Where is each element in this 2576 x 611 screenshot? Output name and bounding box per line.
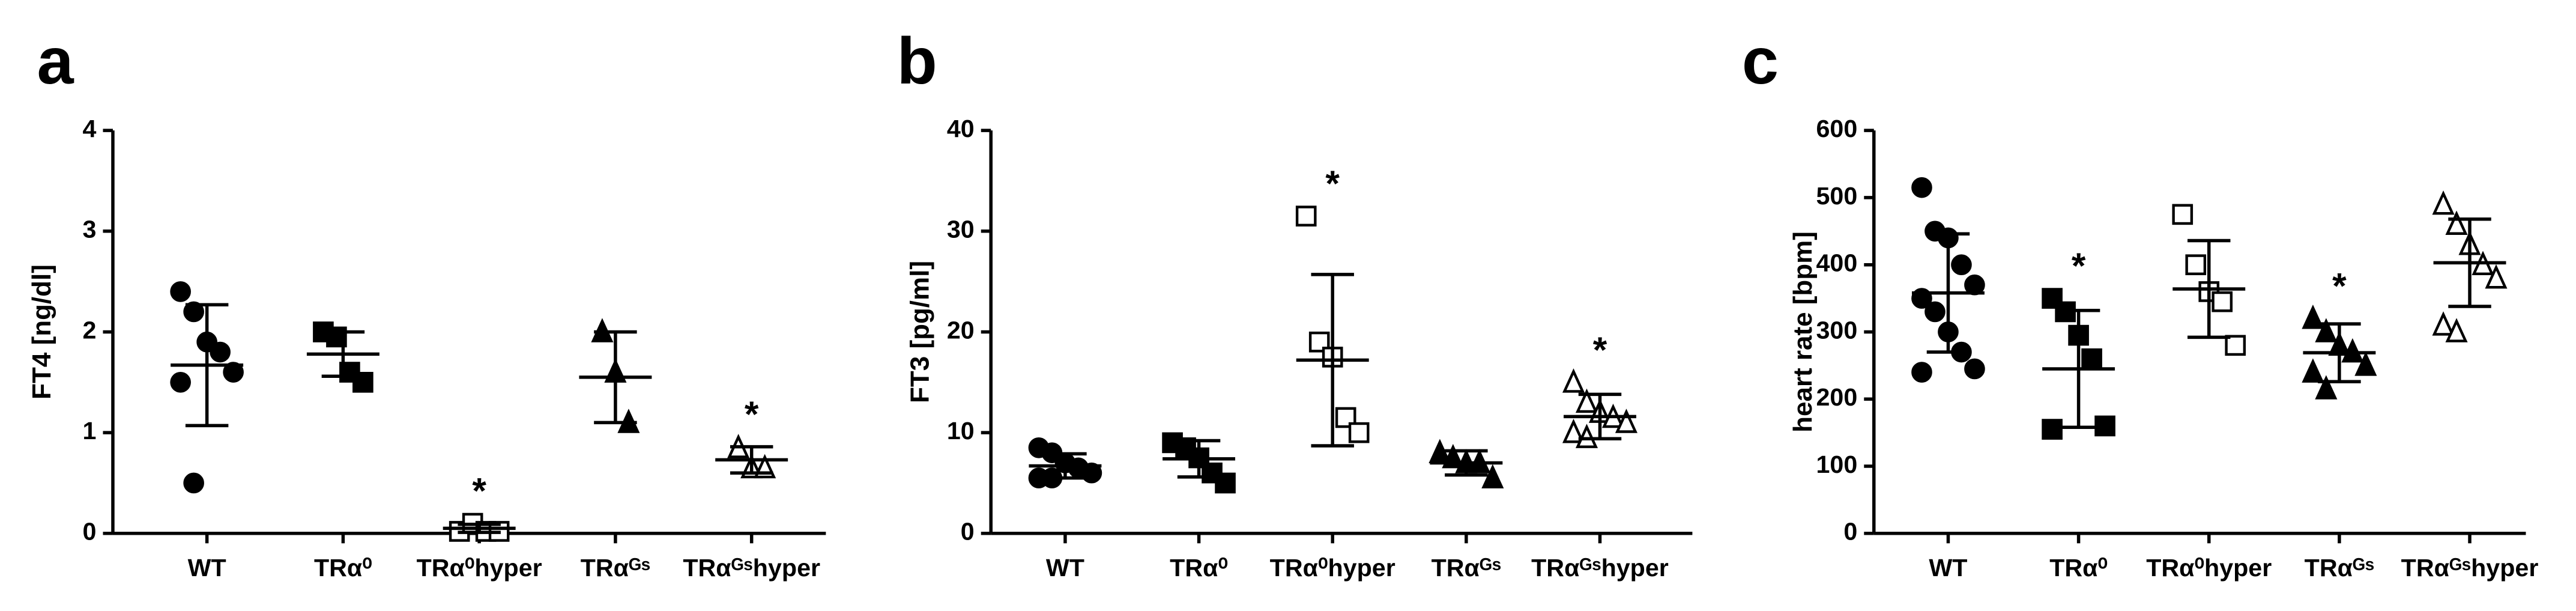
data-point [2302,358,2324,383]
significance-marker: * [2332,266,2347,306]
x-tick-label: TRαᴳˢ [2305,554,2374,582]
x-tick-label: TRα⁰hyper [2146,554,2272,582]
data-point [2302,304,2324,329]
data-point [2212,291,2233,312]
data-point [2445,318,2468,342]
data-point [2081,348,2102,369]
data-point [1911,362,1932,383]
y-tick-label: 100 [1816,451,1858,478]
data-point [1951,254,1972,276]
data-point [1911,177,1932,198]
data-point [170,371,191,393]
y-tick-label: 3 [83,216,97,243]
y-tick-label: 300 [1816,316,1858,344]
data-point [2485,264,2508,289]
y-tick-label: 30 [947,216,975,243]
x-tick-label: TRαᴳˢ [1432,554,1501,582]
data-point [170,281,191,302]
data-point [2315,318,2338,342]
y-tick-label: 0 [961,518,975,546]
y-tick-label: 10 [947,417,975,445]
data-point [1615,409,1638,433]
data-point [2225,335,2246,356]
data-point [1481,464,1504,488]
y-tick-label: 0 [83,518,97,546]
panel-label: c [1742,24,1779,98]
panel-label: b [897,24,937,98]
significance-marker: * [472,470,486,511]
y-axis-label: FT3 [pg/ml] [905,261,934,403]
y-axis-label: heart rate [bpm] [1788,231,1818,433]
data-point [1295,205,1317,226]
y-tick-label: 0 [1843,518,1857,546]
x-tick-label: TRα⁰hyper [1270,554,1395,582]
data-point [2315,375,2338,400]
y-tick-label: 500 [1816,182,1858,210]
data-point [1964,274,1985,296]
data-point [2432,311,2455,336]
data-point [223,362,244,383]
data-point [2432,190,2455,215]
significance-marker: * [1325,163,1340,204]
x-tick-label: TRα⁰ [314,554,372,582]
data-point [183,301,204,323]
significance-marker: * [1593,329,1607,370]
data-point [1964,358,1985,380]
y-axis-label: FT4 [ng/dl] [27,264,56,400]
data-point [2172,204,2194,225]
data-point [1924,301,1946,323]
x-tick-label: TRα⁰ [1170,554,1228,582]
x-tick-label: WT [1046,554,1084,582]
y-tick-label: 200 [1816,383,1858,411]
y-tick-label: 400 [1816,249,1858,277]
data-point [352,371,373,393]
x-tick-label: TRαᴳˢ [581,554,650,582]
y-tick-label: 4 [83,115,97,142]
y-tick-label: 40 [947,115,975,142]
x-tick-label: TRαᴳˢhyper [683,554,820,582]
x-tick-label: TRα⁰hyper [417,554,542,582]
data-point [1562,368,1585,393]
significance-marker: * [745,394,759,434]
data-point [1562,419,1585,443]
data-point [1575,388,1598,413]
y-tick-label: 20 [947,316,975,344]
y-tick-label: 600 [1816,115,1858,142]
data-point [1348,422,1370,443]
x-tick-label: WT [188,554,226,582]
x-tick-label: TRα⁰ [2049,554,2108,582]
x-tick-label: TRαᴳˢhyper [2401,554,2539,582]
data-point [2354,351,2377,376]
y-tick-label: 2 [83,316,97,344]
panel-label: a [37,24,74,98]
data-point [2042,419,2063,440]
data-point [1575,424,1598,448]
significance-marker: * [2072,245,2086,286]
data-point [183,472,204,494]
data-point [1081,462,1102,484]
data-point [2445,210,2468,235]
x-tick-label: WT [1929,554,1967,582]
y-tick-label: 1 [83,417,97,445]
data-point [2185,254,2207,276]
data-point [210,341,231,363]
x-tick-label: TRαᴳˢhyper [1531,554,1669,582]
